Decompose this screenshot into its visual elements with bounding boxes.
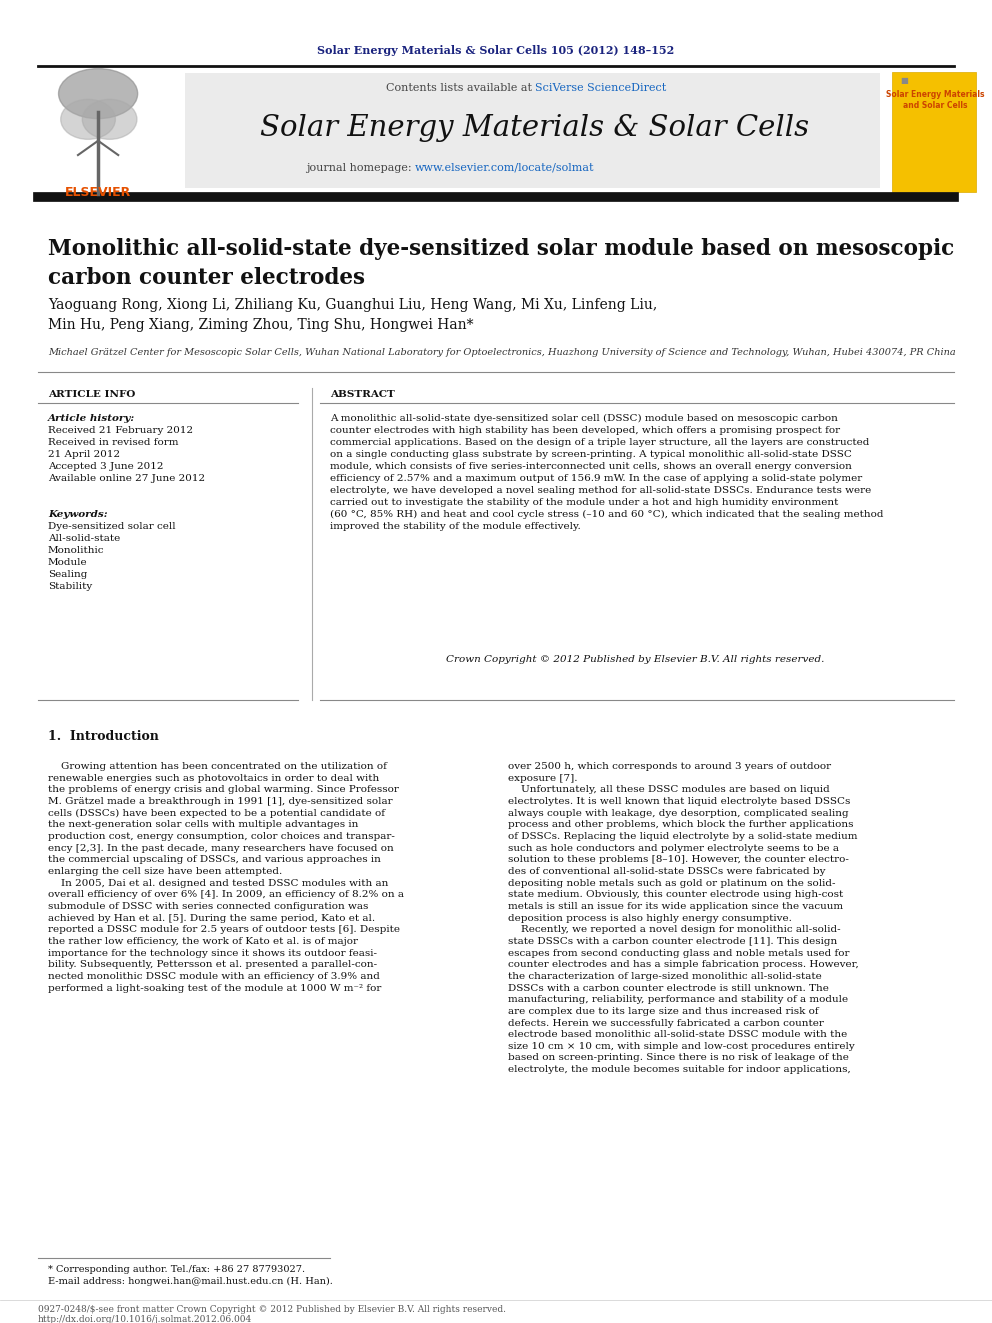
Text: A monolithic all-solid-state dye-sensitized solar cell (DSSC) module based on me: A monolithic all-solid-state dye-sensiti… [330, 414, 884, 531]
Text: http://dx.doi.org/10.1016/j.solmat.2012.06.004: http://dx.doi.org/10.1016/j.solmat.2012.… [38, 1315, 252, 1323]
Ellipse shape [59, 69, 138, 119]
Text: Solar Energy Materials
and Solar Cells: Solar Energy Materials and Solar Cells [886, 90, 984, 110]
Text: Dye-sensitized solar cell
All-solid-state
Monolithic
Module
Sealing
Stability: Dye-sensitized solar cell All-solid-stat… [48, 523, 176, 590]
Text: Crown Copyright © 2012 Published by Elsevier B.V. All rights reserved.: Crown Copyright © 2012 Published by Else… [445, 655, 824, 664]
Text: Contents lists available at: Contents lists available at [386, 83, 535, 93]
Ellipse shape [61, 99, 115, 139]
Text: ABSTRACT: ABSTRACT [330, 390, 395, 400]
Text: 1.  Introduction: 1. Introduction [48, 730, 159, 744]
Text: 0927-0248/$-see front matter Crown Copyright © 2012 Published by Elsevier B.V. A: 0927-0248/$-see front matter Crown Copyr… [38, 1304, 506, 1314]
Text: Solar Energy Materials & Solar Cells 105 (2012) 148–152: Solar Energy Materials & Solar Cells 105… [317, 45, 675, 56]
Text: ■: ■ [900, 75, 908, 85]
Text: Keywords:: Keywords: [48, 509, 107, 519]
Text: Growing attention has been concentrated on the utilization of
renewable energies: Growing attention has been concentrated … [48, 762, 404, 992]
Text: E-mail address: hongwei.han@mail.hust.edu.cn (H. Han).: E-mail address: hongwei.han@mail.hust.ed… [48, 1277, 333, 1286]
Text: Michael Grätzel Center for Mesoscopic Solar Cells, Wuhan National Laboratory for: Michael Grätzel Center for Mesoscopic So… [48, 348, 955, 357]
Text: * Corresponding author. Tel./fax: +86 27 87793027.: * Corresponding author. Tel./fax: +86 27… [48, 1265, 306, 1274]
FancyBboxPatch shape [892, 71, 976, 192]
Text: Received 21 February 2012
Received in revised form
21 April 2012
Accepted 3 June: Received 21 February 2012 Received in re… [48, 426, 205, 483]
Text: Article history:: Article history: [48, 414, 135, 423]
Text: Yaoguang Rong, Xiong Li, Zhiliang Ku, Guanghui Liu, Heng Wang, Mi Xu, Linfeng Li: Yaoguang Rong, Xiong Li, Zhiliang Ku, Gu… [48, 298, 658, 332]
FancyBboxPatch shape [185, 73, 880, 188]
Text: Monolithic all-solid-state dye-sensitized solar module based on mesoscopic
carbo: Monolithic all-solid-state dye-sensitize… [48, 238, 954, 288]
Text: SciVerse ScienceDirect: SciVerse ScienceDirect [535, 83, 667, 93]
Text: journal homepage:: journal homepage: [306, 163, 415, 173]
Text: Solar Energy Materials & Solar Cells: Solar Energy Materials & Solar Cells [261, 114, 809, 142]
Text: ELSEVIER: ELSEVIER [65, 187, 131, 200]
Ellipse shape [82, 99, 137, 139]
Text: ARTICLE INFO: ARTICLE INFO [48, 390, 135, 400]
Text: www.elsevier.com/locate/solmat: www.elsevier.com/locate/solmat [415, 163, 594, 173]
Text: over 2500 h, which corresponds to around 3 years of outdoor
exposure [7].
    Un: over 2500 h, which corresponds to around… [508, 762, 859, 1074]
